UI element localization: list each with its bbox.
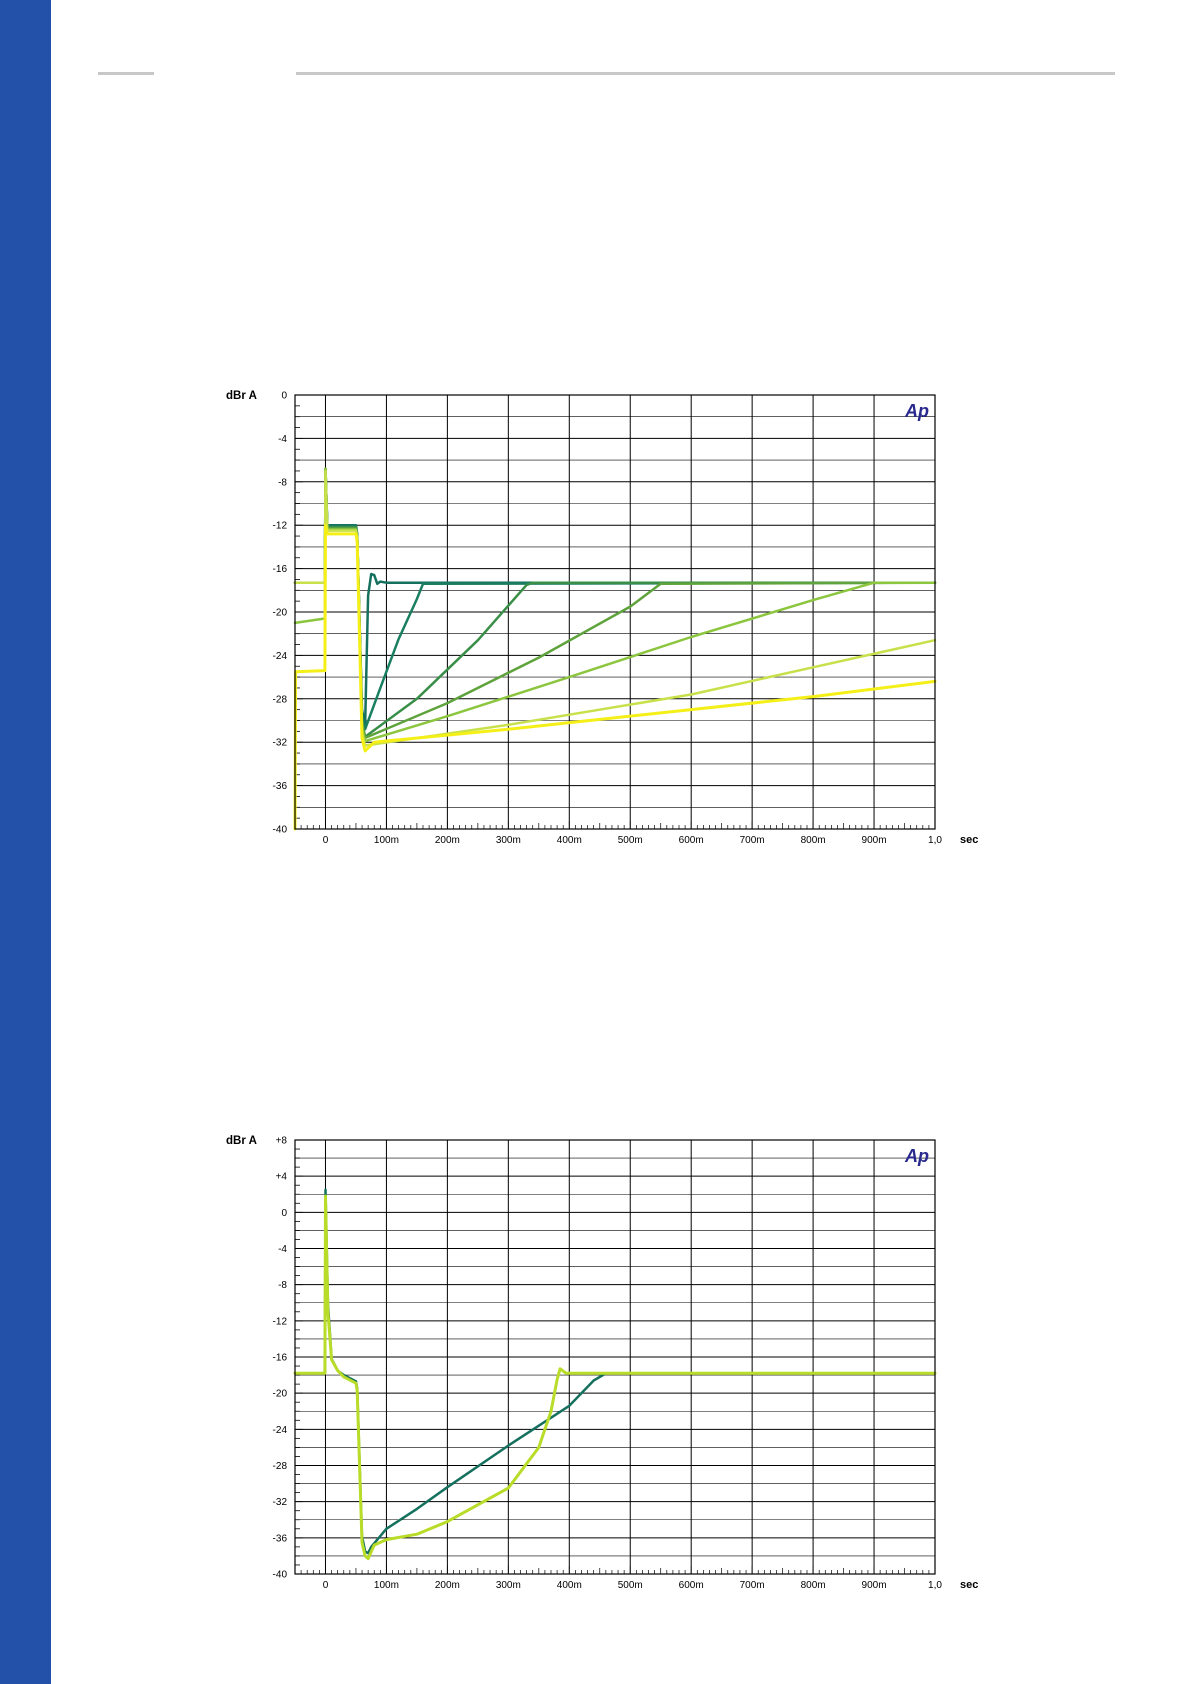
x-axis-unit-label: sec <box>960 834 978 845</box>
series-line-7 <box>293 523 937 831</box>
x-tick-label: 1,0 <box>928 1580 942 1590</box>
y-tick-label: -36 <box>273 1533 288 1544</box>
x-tick-label: 900m <box>862 1580 887 1590</box>
x-tick-label: 200m <box>435 835 460 845</box>
ap-logo: Ap <box>904 1146 929 1166</box>
y-tick-label: -16 <box>273 564 288 575</box>
y-tick-label: -12 <box>273 521 288 532</box>
plot-frame <box>294 1139 936 1575</box>
chart-decay-2: +8 +4 0 -4 -8 -12 -16 -20 -24 -28 -32 -36 -40 0 100m 20… <box>210 1130 990 1590</box>
x-tick-label: 700m <box>740 835 765 845</box>
header-rule-right <box>296 72 1115 75</box>
y-tick-label: -32 <box>273 738 288 749</box>
x-tick-label: 300m <box>496 1580 521 1590</box>
y-axis-label: dBr A <box>226 390 257 402</box>
header-rule-left <box>98 72 154 75</box>
ap-logo: Ap <box>904 401 929 421</box>
y-tick-label: 0 <box>281 1208 287 1219</box>
y-tick-label: -36 <box>273 781 288 792</box>
x-tick-label: 900m <box>862 835 887 845</box>
y-tick-label: -4 <box>278 1244 287 1255</box>
x-tick-label: 600m <box>679 1580 704 1590</box>
y-tick-label: -40 <box>273 1570 288 1581</box>
y-axis-label: dBr A <box>226 1135 257 1147</box>
x-tick-label: 400m <box>557 835 582 845</box>
y-tick-label: -20 <box>273 1389 288 1400</box>
y-tick-label: -28 <box>273 694 288 705</box>
x-tick-label: 500m <box>618 835 643 845</box>
y-tick-label: -24 <box>273 1425 288 1436</box>
plot-frame <box>294 394 936 830</box>
y-tick-label: -16 <box>273 1353 288 1364</box>
side-color-bar <box>0 0 51 1684</box>
y-tick-label: -12 <box>273 1316 288 1327</box>
x-tick-label: 700m <box>740 1580 765 1590</box>
x-tick-label: 800m <box>801 1580 826 1590</box>
x-tick-label: 0 <box>323 835 329 845</box>
y-tick-label: -32 <box>273 1497 288 1508</box>
x-tick-label: 600m <box>679 835 704 845</box>
x-tick-label: 800m <box>801 835 826 845</box>
y-tick-label: -40 <box>273 825 288 836</box>
x-axis-unit-label: sec <box>960 1579 978 1590</box>
y-tick-label: -8 <box>278 477 287 488</box>
y-tick-label: -24 <box>273 651 288 662</box>
x-tick-label: 0 <box>323 1580 329 1590</box>
x-tick-label: 300m <box>496 835 521 845</box>
y-tick-label: +8 <box>276 1136 288 1147</box>
y-tick-label: -20 <box>273 608 288 619</box>
y-tick-label: 0 <box>281 391 287 402</box>
chart-svg-2: +8 +4 0 -4 -8 -12 -16 -20 -24 -28 -32 -36 -40 0 100m 20… <box>226 1135 978 1590</box>
x-tick-label: 100m <box>374 835 399 845</box>
y-tick-label: +4 <box>276 1172 288 1183</box>
x-tick-label: 1,0 <box>928 835 942 845</box>
chart-svg-1: 0 -4 -8 -12 -16 -20 -24 -28 -32 -36 -40 0 100m 200m 30… <box>226 390 978 845</box>
y-tick-label: -4 <box>278 434 287 445</box>
x-tick-label: 200m <box>435 1580 460 1590</box>
chart-decay-1: 0 -4 -8 -12 -16 -20 -24 -28 -32 -36 -40 0 100m 200m 30… <box>210 385 990 845</box>
x-tick-label: 500m <box>618 1580 643 1590</box>
y-tick-label: -8 <box>278 1280 287 1291</box>
x-tick-label: 400m <box>557 1580 582 1590</box>
x-tick-label: 100m <box>374 1580 399 1590</box>
series-line-2 <box>293 1194 937 1561</box>
y-tick-label: -28 <box>273 1461 288 1472</box>
